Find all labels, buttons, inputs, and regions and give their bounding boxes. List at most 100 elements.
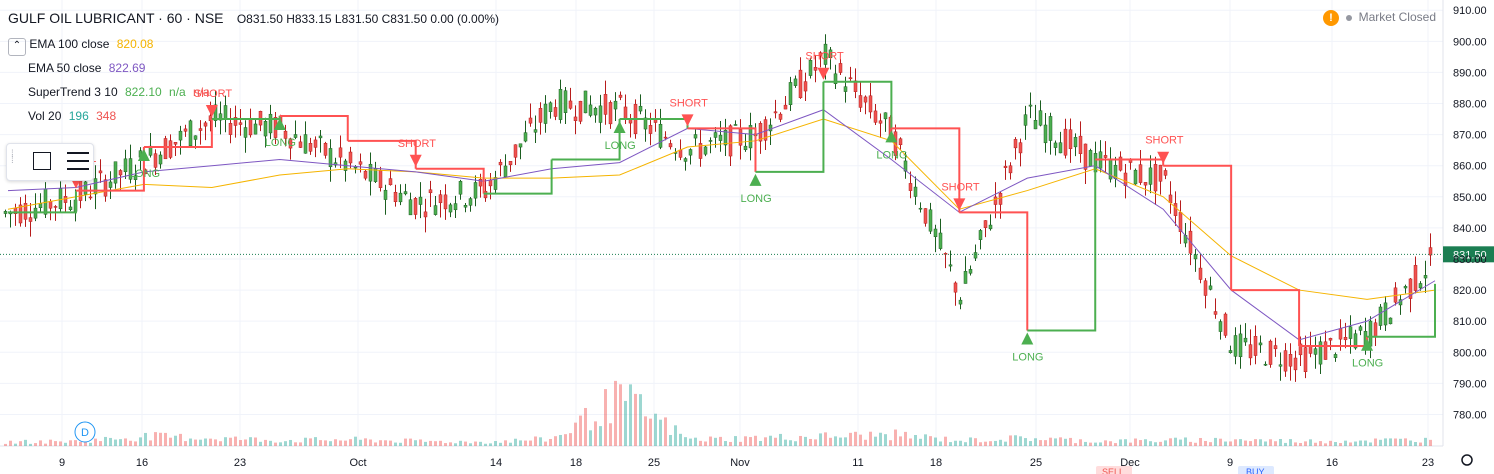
candle-body [448,204,453,213]
volume-bar [764,437,767,446]
volume-bar [1424,437,1427,446]
volume-bar [1234,439,1237,446]
candle-body [1008,165,1013,174]
long-signal-label: LONG [876,149,907,161]
candle-body [168,140,173,158]
ema50-label: EMA 50 close [28,61,102,75]
short-signal-marker [681,114,694,127]
candle-body [118,170,123,176]
candle-body [1378,306,1383,326]
volume-bar [589,430,592,446]
candle-body [268,113,273,134]
volume-bar [769,435,772,446]
candle-body [1068,129,1073,149]
candle-body [788,82,793,105]
long-signal-label: LONG [1012,351,1043,363]
volume-bar [794,441,797,446]
volume-bar [459,440,462,446]
alert-icon[interactable]: ! [1322,10,1339,26]
volume-bar [79,441,82,446]
candle-body [1013,139,1018,149]
candle-body [1168,194,1173,203]
candle-body [518,143,523,148]
chart-legend: GULF OIL LUBRICANT · 60 · NSE O831.50 H8… [8,6,499,128]
volume-bar [1269,439,1272,446]
volume-bar [24,439,27,446]
volume-bar [774,437,777,446]
candle-body [883,112,888,120]
candle-body [728,125,733,157]
volume-bar [669,434,672,446]
last-price-label: 831.50 [1453,249,1487,261]
candle-body [743,145,748,151]
chevron-up-icon[interactable]: ⌃ [8,38,26,56]
volume-bar [184,441,187,446]
short-signal-marker [205,105,218,118]
candle-body [488,179,493,187]
rectangle-tool-icon[interactable] [33,152,51,170]
volume-bar [1054,438,1057,446]
volume-bar [579,415,582,446]
volume-bar [739,441,742,446]
volume-bar [659,419,662,446]
volume-bar [1409,440,1412,446]
volume-bar [839,437,842,446]
candle-body [1373,322,1378,338]
volume-bar [449,442,452,446]
candle-body [1043,124,1048,144]
volume-bar [954,440,957,446]
candle-body [1293,357,1298,371]
candle-body [663,136,668,139]
candle-body [188,120,193,147]
short-signal-marker [1157,151,1170,164]
gear-icon[interactable] [1461,454,1473,466]
volume-bar [139,437,142,446]
candle-body [998,192,1003,205]
volume-bar [254,437,257,446]
volume-bar [1399,438,1402,446]
supertrend-value: 822.10 [124,85,162,99]
time-tick-label: 23 [1422,457,1434,469]
candle-body [618,94,623,98]
supertrend-segment [755,81,825,173]
settings-list-icon[interactable] [67,152,89,170]
volume-bar [924,434,927,446]
candle-body [1343,336,1348,341]
volume-bar [434,441,437,446]
long-signal-label: LONG [265,137,296,149]
symbol-title[interactable]: GULF OIL LUBRICANT · 60 · NSE [8,10,224,26]
candle-body [1118,156,1123,171]
candle-body [558,89,563,120]
volume-bar [424,441,427,446]
candle-body [1263,363,1268,366]
volume-bar [1119,439,1122,446]
candle-body [668,143,673,148]
candle-body [1138,164,1143,183]
price-tick-label: 870.00 [1453,130,1487,142]
supertrend-segment [1367,283,1436,338]
candle-body [553,107,558,117]
supertrend-segment [1163,164,1233,291]
candle-body [178,130,183,141]
drag-handle-icon[interactable]: ⁞ ⁞ [11,149,14,166]
volume-bar [359,439,362,446]
candle-body [193,135,198,140]
volume-bar [609,423,612,446]
candle-body [1133,169,1138,185]
candle-body [768,124,773,132]
candle-body [113,161,118,184]
volume-bar [1359,440,1362,446]
supertrend-segment [75,147,145,192]
candle-body [698,143,703,159]
candle-body [473,182,478,199]
candle-body [573,116,578,121]
long-signal-marker [885,130,898,143]
candle-body [923,208,928,224]
volume-bar [804,436,807,446]
ema100-label: EMA 100 close [29,37,110,51]
candle-body [898,138,903,146]
candle-body [1318,341,1323,365]
time-tick-label: 14 [490,457,502,469]
volume-bar [694,437,697,446]
